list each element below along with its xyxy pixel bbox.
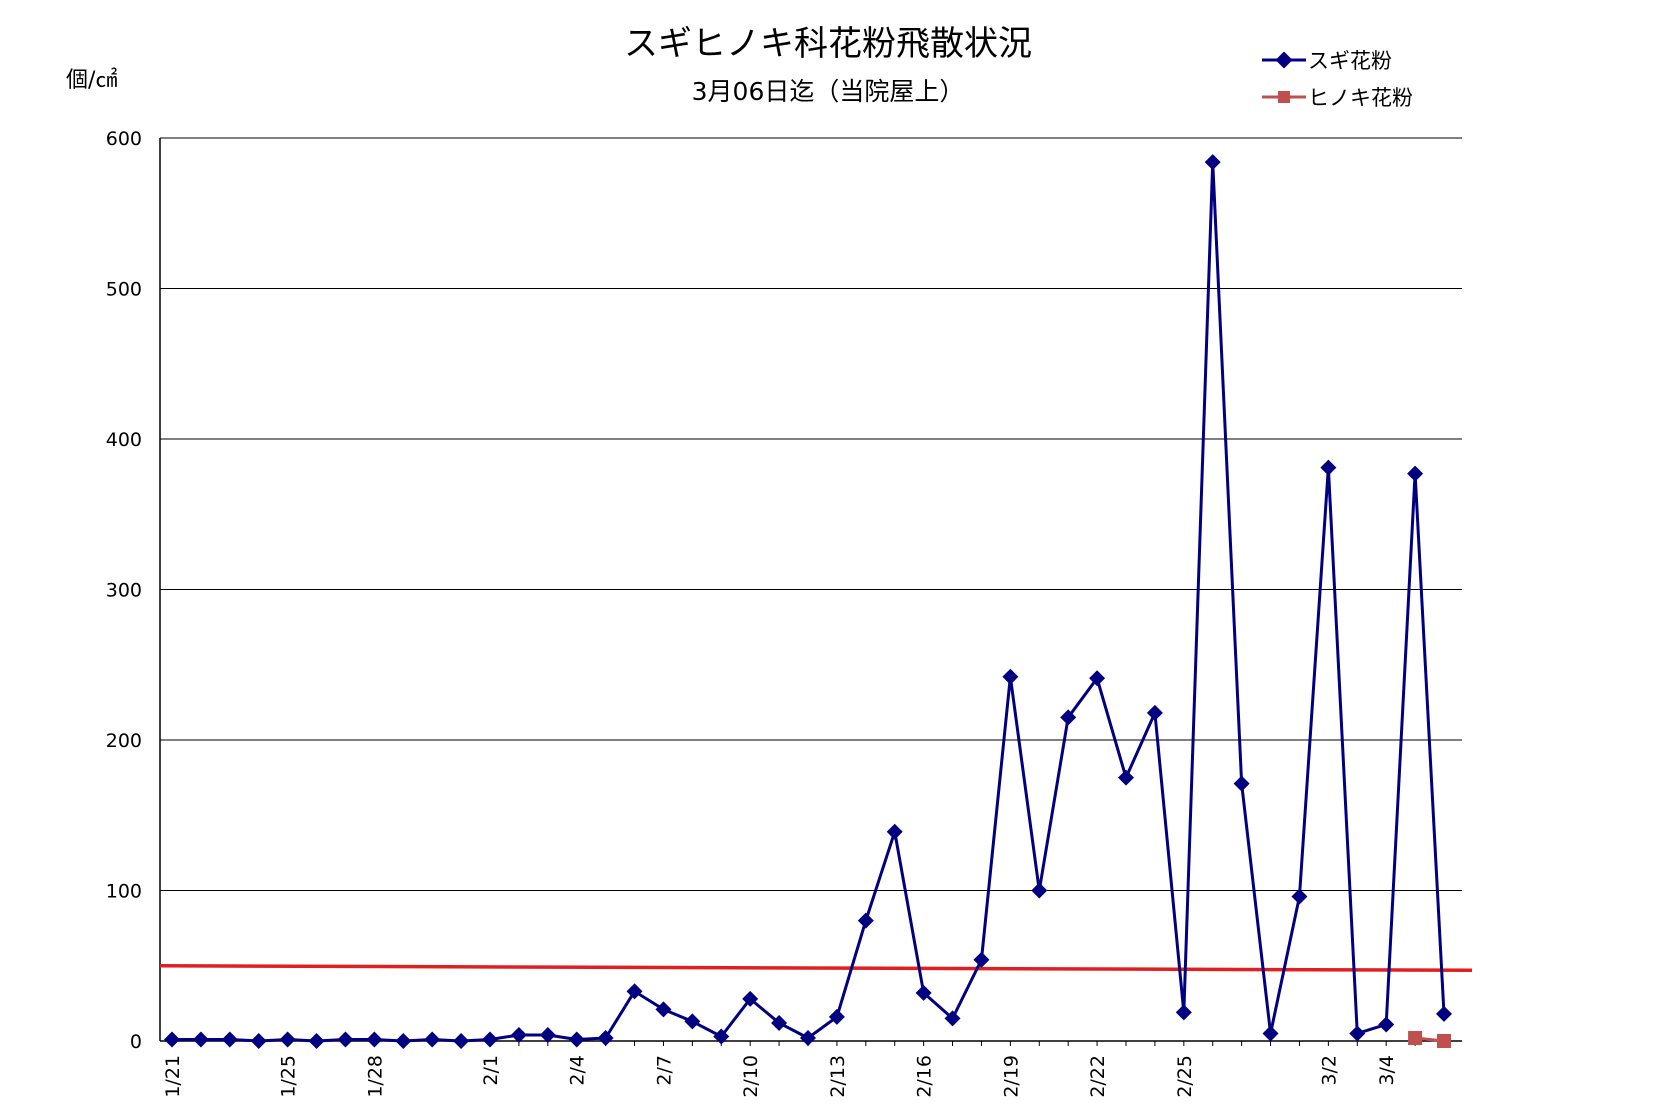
data-point-1-44 — [1437, 1034, 1451, 1048]
data-point-0-14 — [568, 1031, 585, 1048]
data-point-0-12 — [510, 1026, 527, 1043]
data-point-0-5 — [308, 1033, 325, 1049]
x-tick-label-2-16: 2/16 — [914, 1055, 936, 1098]
legend-item-hinoki: ヒノキ花粉 — [1262, 86, 1413, 110]
reference-line-0 — [159, 964, 1473, 973]
data-point-0-15 — [597, 1029, 614, 1046]
y-tick-label-400: 400 — [106, 429, 142, 451]
x-tick-label-2-1: 2/1 — [480, 1055, 502, 1086]
data-point-0-11 — [482, 1031, 498, 1048]
x-tick-label-2-7: 2/7 — [653, 1055, 675, 1086]
data-point-0-23 — [828, 1008, 845, 1025]
y-tick-label-200: 200 — [106, 730, 142, 752]
data-point-0-33 — [1118, 769, 1134, 786]
data-point-1-43 — [1408, 1030, 1423, 1045]
data-point-0-30 — [1031, 882, 1048, 899]
data-point-0-18 — [684, 1013, 701, 1030]
y-tick-label-300: 300 — [106, 580, 142, 602]
data-point-0-22 — [800, 1029, 816, 1046]
x-tick-label-3-2: 3/2 — [1318, 1055, 1340, 1086]
data-point-0-32 — [1089, 670, 1106, 687]
data-point-0-34 — [1146, 704, 1163, 721]
data-point-0-4 — [279, 1031, 296, 1048]
data-point-0-26 — [915, 984, 932, 1001]
legend: スギ花粉 ヒノキ花粉 — [1262, 49, 1413, 110]
y-axis-unit-label: 個/㎠ — [66, 67, 117, 93]
data-point-0-35 — [1175, 1004, 1192, 1021]
y-tick-label-500: 500 — [106, 279, 142, 301]
data-point-0-25 — [886, 823, 903, 840]
legend-marker-square-icon — [1278, 91, 1290, 103]
legend-label-sugi: スギ花粉 — [1308, 49, 1392, 73]
chart-title: スギヒノキ科花粉飛散状況 — [624, 24, 1032, 64]
y-tick-label-0: 0 — [130, 1031, 142, 1053]
data-point-0-43 — [1407, 465, 1424, 482]
data-point-0-10 — [453, 1033, 470, 1049]
x-tick-labels: 1/21 1/25 1/28 2/1 2/4 2/7 2/10 2/13 2/16 2/19 2/2… — [162, 1055, 1398, 1098]
data-point-0-44 — [1436, 1005, 1452, 1022]
data-point-0-27 — [944, 1010, 961, 1027]
data-point-0-8 — [395, 1033, 412, 1049]
legend-marker-diamond-icon — [1275, 51, 1293, 69]
x-tick-label-1-21: 1/21 — [162, 1055, 184, 1098]
reference-lines — [159, 964, 1473, 973]
data-point-0-19 — [713, 1028, 730, 1045]
data-point-0-9 — [424, 1031, 441, 1048]
x-tick-label-1-25: 1/25 — [278, 1055, 300, 1098]
data-point-0-39 — [1291, 888, 1308, 905]
data-point-0-2 — [221, 1031, 238, 1048]
data-point-0-16 — [626, 983, 643, 1000]
gridlines — [160, 137, 1462, 891]
y-tick-label-600: 600 — [106, 128, 142, 150]
data-point-0-21 — [771, 1014, 788, 1031]
axes — [159, 138, 1462, 1046]
data-point-0-7 — [366, 1031, 383, 1048]
y-tick-label-100: 100 — [106, 881, 142, 903]
x-tick-label-3-4: 3/4 — [1376, 1055, 1398, 1086]
data-point-0-17 — [655, 1001, 672, 1018]
data-point-0-13 — [539, 1026, 556, 1043]
x-tick-label-2-4: 2/4 — [567, 1055, 589, 1086]
chart-subtitle: 3月06日迄（当院屋上） — [692, 77, 965, 106]
data-point-0-42 — [1378, 1016, 1395, 1033]
series-line-0 — [172, 160, 1446, 1043]
data-point-0-36 — [1204, 154, 1221, 171]
data-point-0-38 — [1262, 1025, 1279, 1042]
data-point-0-1 — [192, 1031, 209, 1048]
data-point-0-3 — [250, 1033, 267, 1049]
y-tick-labels: 0 100 200 300 400 500 600 — [106, 128, 142, 1053]
legend-item-sugi: スギ花粉 — [1262, 49, 1392, 73]
data-point-0-37 — [1233, 775, 1250, 792]
data-point-0-24 — [857, 912, 874, 929]
data-point-0-6 — [337, 1031, 354, 1048]
x-tick-label-1-28: 1/28 — [364, 1055, 386, 1098]
x-tick-label-2-19: 2/19 — [1000, 1055, 1022, 1098]
data-point-0-20 — [742, 990, 759, 1007]
x-tick-label-2-10: 2/10 — [740, 1055, 762, 1098]
data-point-0-40 — [1320, 459, 1337, 476]
data-point-0-31 — [1060, 709, 1077, 726]
data-point-0-0 — [164, 1031, 180, 1048]
x-tick-label-2-13: 2/13 — [827, 1055, 849, 1098]
data-point-0-29 — [1002, 668, 1019, 685]
series — [164, 154, 1452, 1049]
data-point-0-28 — [973, 951, 990, 968]
x-tick-label-2-22: 2/22 — [1087, 1055, 1109, 1098]
legend-label-hinoki: ヒノキ花粉 — [1308, 86, 1413, 110]
x-tick-label-2-25: 2/25 — [1174, 1055, 1196, 1098]
data-point-0-41 — [1349, 1025, 1366, 1042]
